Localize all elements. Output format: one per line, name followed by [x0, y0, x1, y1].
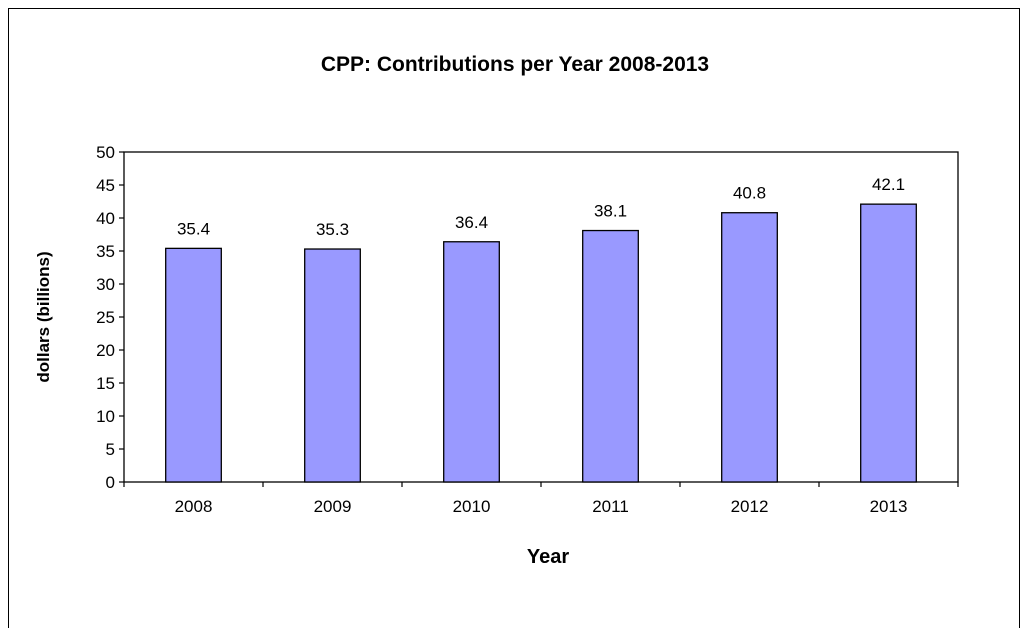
- data-label: 36.4: [455, 213, 488, 232]
- y-tick-label: 35: [96, 242, 115, 261]
- y-tick-label: 45: [96, 176, 115, 195]
- y-tick-label: 40: [96, 209, 115, 228]
- x-tick-label: 2009: [314, 497, 352, 516]
- bar-2012: [721, 212, 778, 483]
- x-axis-title: Year: [527, 546, 569, 568]
- x-tick-label: 2010: [453, 497, 491, 516]
- data-label: 35.3: [316, 220, 349, 239]
- data-label: 38.1: [594, 202, 627, 221]
- y-tick-label: 5: [106, 440, 115, 459]
- y-axis: 0 5 10 15 20 25 30 35 40 45 50: [96, 143, 124, 492]
- bars: [165, 203, 917, 483]
- x-tick-label: 2013: [870, 497, 908, 516]
- plot-area: [123, 151, 959, 483]
- data-labels: 35.4 35.3 36.4 38.1 40.8 42.1: [177, 175, 905, 239]
- x-tick-label: 2008: [175, 497, 213, 516]
- bar-2010: [443, 241, 500, 483]
- chart-title: CPP: Contributions per Year 2008-2013: [321, 53, 709, 76]
- y-tick-label: 20: [96, 341, 115, 360]
- bar-2011: [582, 229, 639, 483]
- data-label: 42.1: [872, 175, 905, 194]
- bar-2008: [165, 247, 222, 483]
- y-tick-label: 10: [96, 407, 115, 426]
- y-tick-label: 0: [106, 473, 115, 492]
- data-label: 40.8: [733, 184, 766, 203]
- chart-frame: [8, 8, 1020, 628]
- y-tick-label: 50: [96, 143, 115, 162]
- x-tick-label: 2011: [592, 497, 629, 516]
- x-axis: 2008 2009 2010 2011 2012 2013: [123, 482, 959, 516]
- bar-2013: [860, 203, 917, 483]
- bar-2009: [304, 248, 361, 483]
- y-axis-title: dollars (billions): [34, 251, 53, 382]
- y-tick-label: 15: [96, 374, 115, 393]
- y-tick-label: 25: [96, 308, 115, 327]
- data-label: 35.4: [177, 219, 210, 238]
- x-tick-label: 2012: [731, 497, 769, 516]
- y-tick-label: 30: [96, 275, 115, 294]
